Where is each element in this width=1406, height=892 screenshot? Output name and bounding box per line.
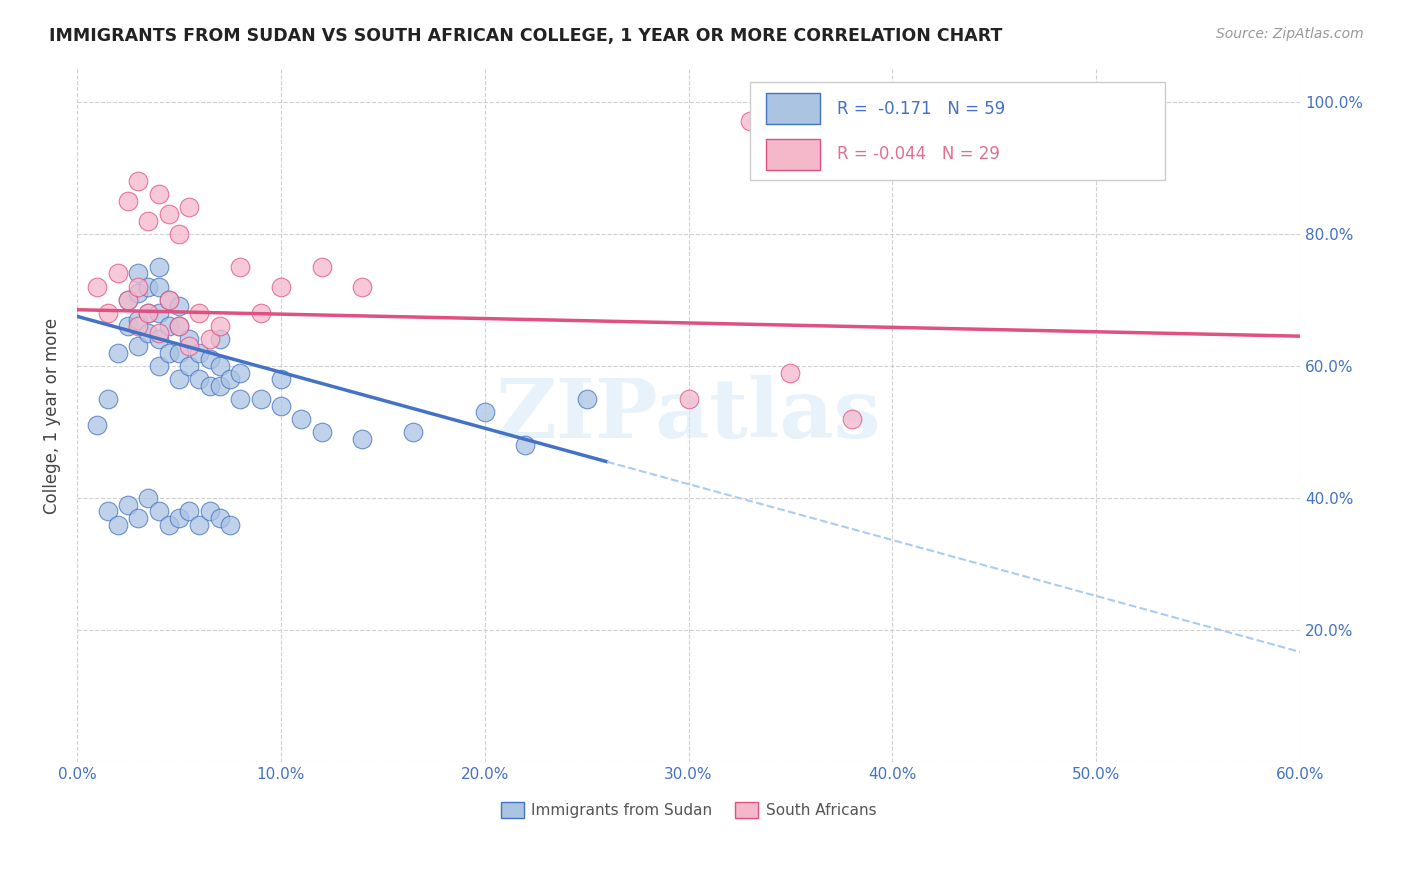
Point <box>138 306 160 320</box>
Point <box>515 438 537 452</box>
Point <box>117 319 139 334</box>
Text: Source: ZipAtlas.com: Source: ZipAtlas.com <box>1216 27 1364 41</box>
Point <box>249 392 271 406</box>
Point <box>148 333 170 347</box>
Point <box>86 418 108 433</box>
Point <box>148 279 170 293</box>
Point <box>198 352 221 367</box>
Point <box>148 326 170 340</box>
Point <box>352 432 374 446</box>
Point <box>229 392 252 406</box>
Point <box>107 345 129 359</box>
Legend: Immigrants from Sudan, South Africans: Immigrants from Sudan, South Africans <box>495 796 883 824</box>
Point <box>127 266 149 280</box>
Point <box>179 339 201 353</box>
Point <box>148 504 170 518</box>
Point <box>841 411 863 425</box>
Point <box>208 319 231 334</box>
Point <box>127 174 149 188</box>
Point <box>198 333 221 347</box>
Point <box>157 293 180 307</box>
Point <box>117 293 139 307</box>
Point <box>188 306 211 320</box>
Point <box>270 372 292 386</box>
Point <box>127 319 149 334</box>
Point <box>167 511 190 525</box>
Point <box>138 326 160 340</box>
Point <box>352 279 374 293</box>
Point <box>138 491 160 505</box>
Point <box>229 366 252 380</box>
Point <box>167 319 190 334</box>
Point <box>157 207 180 221</box>
Point <box>127 279 149 293</box>
Point <box>198 378 221 392</box>
Point <box>188 517 211 532</box>
Point <box>138 279 160 293</box>
Point <box>678 392 700 406</box>
Point <box>167 372 190 386</box>
Point <box>249 306 271 320</box>
Point <box>219 517 242 532</box>
Y-axis label: College, 1 year or more: College, 1 year or more <box>44 318 60 514</box>
Point <box>157 517 180 532</box>
Point <box>208 511 231 525</box>
Point <box>127 312 149 326</box>
Point <box>97 392 120 406</box>
Point <box>157 293 180 307</box>
Point <box>179 333 201 347</box>
Point <box>270 279 292 293</box>
Point <box>229 260 252 274</box>
Text: IMMIGRANTS FROM SUDAN VS SOUTH AFRICAN COLLEGE, 1 YEAR OR MORE CORRELATION CHART: IMMIGRANTS FROM SUDAN VS SOUTH AFRICAN C… <box>49 27 1002 45</box>
Point <box>157 319 180 334</box>
Point <box>107 266 129 280</box>
Point <box>290 411 312 425</box>
Point <box>138 306 160 320</box>
Point <box>402 425 425 439</box>
Point <box>167 300 190 314</box>
Point <box>738 114 761 128</box>
Point <box>474 405 496 419</box>
Point <box>179 200 201 214</box>
Point <box>179 504 201 518</box>
Point <box>167 319 190 334</box>
Point <box>208 333 231 347</box>
Point <box>117 194 139 208</box>
Point <box>127 286 149 301</box>
Point <box>779 366 801 380</box>
Point <box>157 345 180 359</box>
Point <box>148 187 170 202</box>
Text: ZIPatlas: ZIPatlas <box>496 376 882 456</box>
Point <box>188 345 211 359</box>
Point <box>97 504 120 518</box>
Point <box>198 504 221 518</box>
Point <box>188 372 211 386</box>
Point <box>179 359 201 373</box>
Point <box>575 392 598 406</box>
Point <box>311 260 333 274</box>
Point <box>219 372 242 386</box>
Point <box>117 293 139 307</box>
Point <box>208 359 231 373</box>
Point <box>270 399 292 413</box>
Point <box>148 306 170 320</box>
Point <box>167 227 190 241</box>
Point <box>311 425 333 439</box>
Point <box>127 339 149 353</box>
Point <box>86 279 108 293</box>
Point <box>107 517 129 532</box>
Point <box>148 260 170 274</box>
Point <box>138 213 160 227</box>
Point <box>167 345 190 359</box>
Point <box>148 359 170 373</box>
Point <box>97 306 120 320</box>
Point <box>117 498 139 512</box>
Point <box>127 511 149 525</box>
Point <box>208 378 231 392</box>
